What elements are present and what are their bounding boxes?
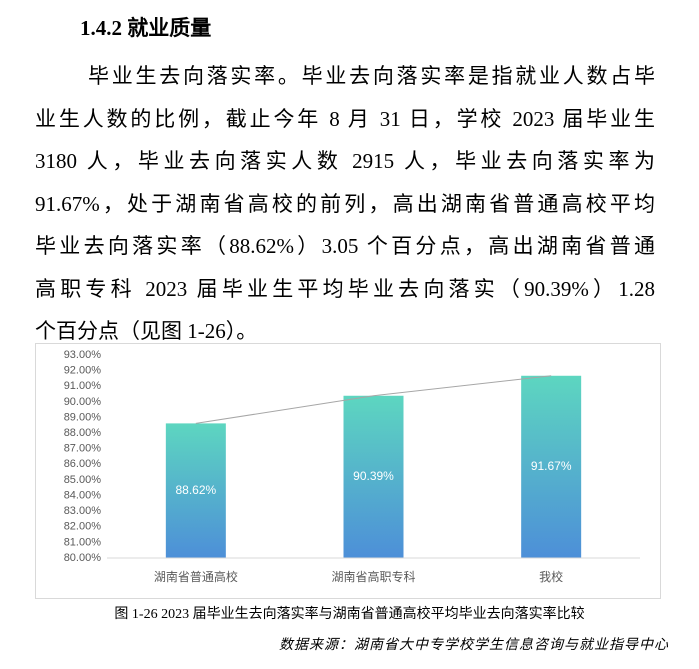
y-tick-label: 85.00% — [64, 474, 102, 486]
y-tick-label: 81.00% — [64, 536, 102, 548]
paragraph-line: 毕业去向落实率（88.62%）3.05 个百分点，高出湖南省普通 — [35, 234, 655, 258]
x-tick-label: 湖南省高职专科 — [331, 569, 415, 584]
connector-line — [195, 375, 552, 424]
y-tick-label: 87.00% — [64, 443, 102, 455]
value-label: 88.62% — [175, 483, 216, 497]
source: 数据来源：湖南省大中专学校学生信息咨询与就业指导中心 — [279, 638, 669, 653]
heading: 1.4.2 就业质量 — [80, 16, 212, 40]
caption: 图 1-26 2023 届毕业生去向落实率与湖南省普通高校平均毕业去向落实率比较 — [114, 607, 585, 622]
y-tick-label: 89.00% — [64, 411, 102, 423]
bar — [165, 423, 226, 558]
value-label: 90.39% — [353, 469, 394, 483]
paragraph: 毕业生去向落实率。毕业去向落实率是指就业人数占毕业生人数的比例，截止今年 8 月… — [35, 55, 655, 353]
y-tick-label: 92.00% — [64, 365, 102, 377]
y-tick-label: 82.00% — [64, 521, 102, 533]
x-tick-label: 我校 — [539, 569, 563, 584]
paragraph-line: 3180 人，毕业去向落实人数 2915 人，毕业去向落实率为 — [35, 149, 655, 173]
y-tick-label: 86.00% — [64, 458, 102, 470]
paragraph-line: 91.67%，处于湖南省高校的前列，高出湖南省普通高校平均 — [35, 191, 655, 216]
bar — [343, 395, 404, 558]
y-tick-label: 84.00% — [64, 489, 102, 501]
paragraph-line: 个百分点（见图 1-26）。 — [35, 319, 258, 343]
y-tick-label: 88.00% — [64, 427, 102, 439]
bar — [521, 375, 582, 558]
y-tick-label: 93.00% — [64, 349, 102, 361]
paragraph-line: 毕业生去向落实率。毕业去向落实率是指就业人数占毕 — [88, 64, 655, 88]
y-tick-label: 83.00% — [64, 505, 102, 517]
y-tick-label: 91.00% — [64, 380, 102, 392]
x-tick-label: 湖南省普通高校 — [154, 569, 238, 584]
y-tick-label: 90.00% — [64, 396, 102, 408]
paragraph-line: 业生人数的比例，截止今年 8 月 31 日，学校 2023 届毕业生 — [35, 106, 655, 131]
y-tick-label: 80.00% — [64, 552, 102, 564]
paragraph-line: 高职专科 2023 届毕业生平均毕业去向落实（90.39%）1.28 — [35, 276, 655, 301]
value-label: 91.67% — [531, 459, 572, 473]
chart: 80.00% 81.00% 82.00% 83.00% 84.00% 85.00% 86.0… — [35, 343, 661, 599]
